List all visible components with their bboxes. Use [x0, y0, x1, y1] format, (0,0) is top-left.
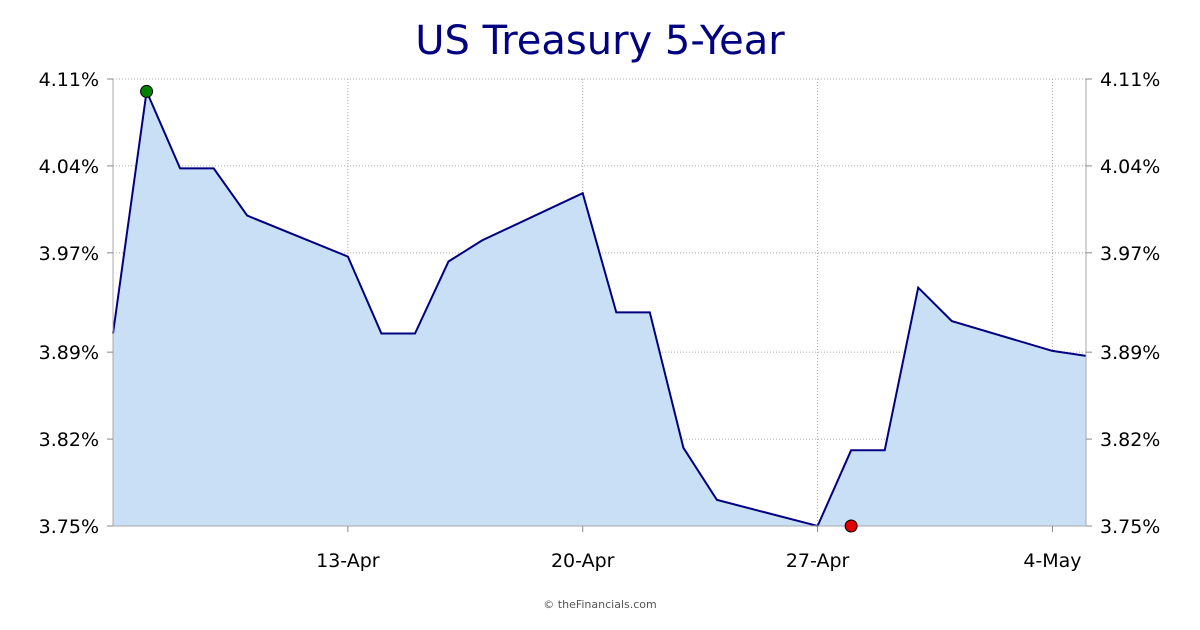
y-tick-label-right: 3.75%: [1100, 516, 1160, 538]
x-tick-label: 13-Apr: [316, 550, 380, 572]
area-fill: [113, 91, 1086, 527]
x-axis-ticks: 13-Apr 20-Apr 27-Apr 4-May: [316, 526, 1082, 572]
low-point-marker: [844, 519, 858, 533]
axes: [112, 79, 1087, 527]
y-tick-label-left: 4.11%: [39, 69, 99, 91]
y-tick-label-right: 4.11%: [1100, 69, 1160, 91]
y-axis-left-ticks: 3.75% 3.82% 3.89% 3.97% 4.04% 4.11%: [39, 69, 113, 538]
x-tick-label: 20-Apr: [551, 550, 615, 572]
chart-title: US Treasury 5-Year: [415, 18, 785, 64]
series-line: [112, 87, 1087, 528]
y-axis-right-ticks: 3.75% 3.82% 3.89% 3.97% 4.04% 4.11%: [1086, 69, 1160, 538]
y-tick-label-right: 3.97%: [1100, 243, 1160, 265]
x-tick-label: 27-Apr: [786, 550, 850, 572]
y-tick-label-left: 3.82%: [39, 429, 99, 451]
y-tick-label-right: 4.04%: [1100, 156, 1160, 178]
y-tick-label-left: 4.04%: [39, 156, 99, 178]
y-tick-label-right: 3.89%: [1100, 342, 1160, 364]
y-tick-label-left: 3.97%: [39, 243, 99, 265]
y-tick-label-right: 3.82%: [1100, 429, 1160, 451]
credit-text: © theFinancials.com: [543, 598, 657, 611]
y-tick-label-left: 3.89%: [39, 342, 99, 364]
markers: [140, 84, 858, 533]
y-tick-label-left: 3.75%: [39, 516, 99, 538]
high-point-marker: [140, 84, 154, 98]
x-tick-label: 4-May: [1023, 550, 1081, 572]
